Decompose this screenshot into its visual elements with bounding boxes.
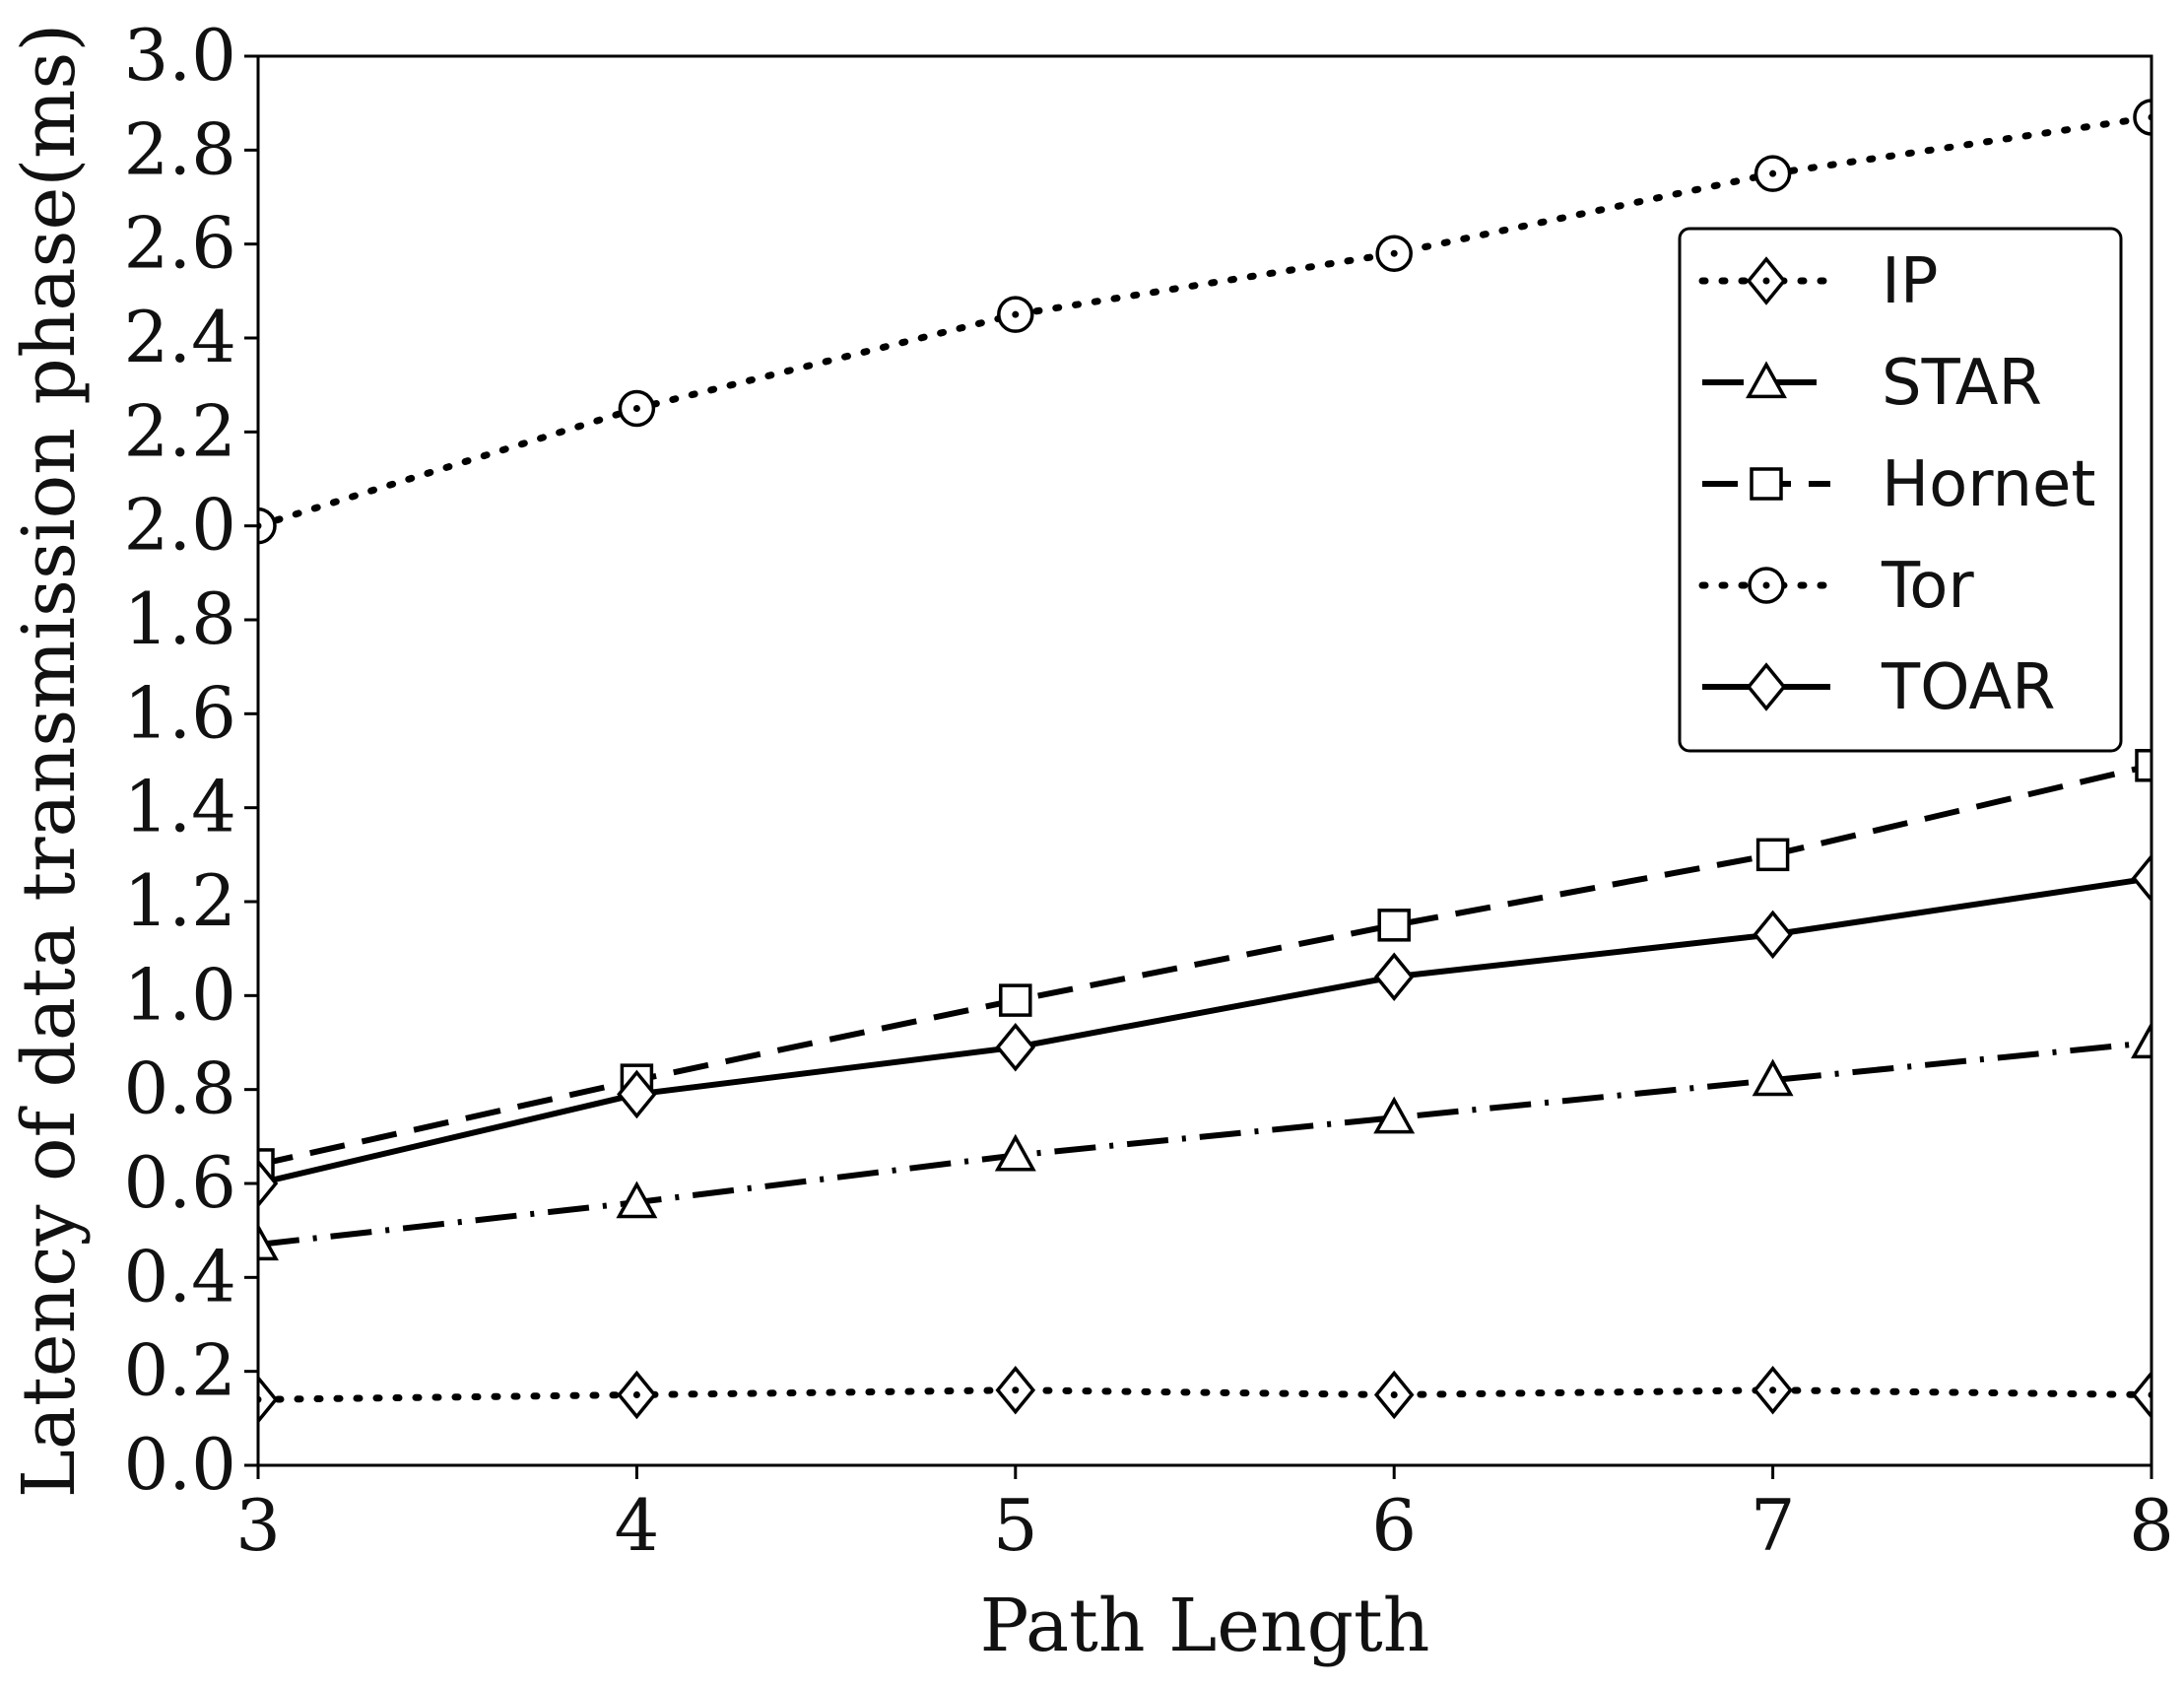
y-tick-label: 0.0 — [123, 1423, 236, 1506]
data-point-star-6 — [1373, 1096, 1416, 1134]
y-tick-label: 0.6 — [123, 1141, 236, 1224]
legend-marker-toar — [1746, 662, 1787, 711]
data-point-ip-4-center — [632, 1391, 640, 1398]
y-tick-label: 0.4 — [123, 1235, 236, 1317]
data-point-toar-5 — [995, 1023, 1036, 1072]
data-point-ip-8 — [2131, 1370, 2151, 1420]
legend-item-star: STAR — [1702, 347, 2042, 420]
x-tick-label: 5 — [993, 1484, 1038, 1567]
data-point-tor-4-center — [632, 405, 640, 412]
x-tick-label: 7 — [1751, 1484, 1796, 1567]
y-tick-label: 2.8 — [123, 107, 236, 190]
data-point-toar-4 — [617, 1069, 657, 1119]
series-line-hornet — [258, 762, 2151, 1168]
legend-item-toar: TOAR — [1702, 651, 2056, 724]
x-tick-label: 8 — [2129, 1484, 2174, 1567]
y-tick-label: 2.0 — [123, 484, 236, 567]
x-tick-label: 4 — [614, 1484, 659, 1567]
data-point-hornet-6 — [1377, 909, 1411, 942]
plot-frame — [256, 54, 2153, 1467]
x-tick-label: 3 — [235, 1484, 281, 1567]
series-star — [258, 1021, 2151, 1261]
data-point-tor-8 — [2133, 99, 2151, 136]
y-tick-label: 2.6 — [123, 202, 236, 285]
series-line-toar — [258, 875, 2151, 1186]
legend-item-tor: Tor — [1698, 550, 1974, 623]
legend-item-hornet: Hornet — [1702, 448, 2096, 521]
legend-label-ip: IP — [1882, 245, 1938, 318]
data-point-tor-6-center — [1390, 249, 1398, 257]
data-point-toar-7 — [1753, 910, 1793, 960]
y-tick-label: 0.2 — [123, 1329, 236, 1412]
y-axis: 0.0 0.2 0.4 0.6 0.8 1.0 1.2 1.4 1.6 1.8 2.0 2.2 2.4 2… — [123, 14, 258, 1506]
data-point-ip-6-center — [1390, 1391, 1398, 1398]
data-point-ip-5-center — [1012, 1386, 1020, 1394]
y-tick-label: 3.0 — [123, 14, 236, 97]
y-tick-label: 2.4 — [123, 296, 236, 378]
series-line-star — [258, 1040, 2151, 1248]
legend-marker-hornet — [1750, 467, 1783, 501]
legend-label-toar: TOAR — [1881, 651, 2056, 724]
series-line-ip — [258, 1386, 2151, 1403]
legend-box — [1678, 227, 2123, 753]
data-point-tor-3 — [258, 506, 277, 545]
legend-label-hornet: Hornet — [1882, 448, 2096, 521]
y-tick-label: 1.6 — [123, 671, 236, 754]
legend-marker-tor-center — [1762, 581, 1770, 589]
y-tick-label: 2.2 — [123, 389, 236, 472]
data-point-star-4 — [616, 1181, 658, 1219]
data-point-ip-3 — [258, 1375, 279, 1425]
y-tick-label: 1.8 — [123, 577, 236, 660]
data-point-tor-7-center — [1769, 169, 1777, 177]
legend-label-tor: Tor — [1881, 550, 1974, 623]
data-point-hornet-5 — [999, 983, 1032, 1017]
x-axis-title: Path Length — [980, 1584, 1430, 1668]
series-toar — [258, 853, 2151, 1208]
legend: IP STAR Hornet Tor TOAR — [1678, 227, 2123, 753]
data-point-toar-3 — [258, 1159, 279, 1208]
x-tick-label: 6 — [1371, 1484, 1417, 1567]
legend-item-ip: IP — [1698, 245, 1938, 318]
data-point-star-5 — [994, 1133, 1036, 1172]
data-point-toar-8 — [2131, 853, 2151, 903]
legend-label-star: STAR — [1882, 347, 2042, 420]
y-tick-label: 0.8 — [123, 1047, 236, 1130]
legend-marker-star — [1746, 361, 1787, 399]
series-line-tor — [258, 113, 2151, 530]
data-point-tor-5-center — [1012, 310, 1020, 318]
y-tick-label: 1.0 — [123, 953, 236, 1036]
series-layer — [258, 99, 2151, 1425]
legend-marker-ip-center — [1762, 277, 1770, 285]
data-point-star-7 — [1752, 1058, 1794, 1097]
series-hornet — [258, 749, 2151, 1182]
y-tick-label: 1.2 — [123, 859, 236, 942]
data-point-toar-6 — [1373, 952, 1415, 1002]
y-tick-label: 1.4 — [123, 766, 236, 848]
x-axis: 3 4 5 6 7 8 — [235, 1465, 2174, 1567]
data-point-star-3 — [258, 1223, 279, 1261]
series-ip — [258, 1365, 2151, 1425]
data-point-ip-7-center — [1769, 1386, 1777, 1394]
y-axis-title: Latency of data transmission phase(ms) — [7, 24, 92, 1498]
series-tor — [258, 99, 2151, 545]
data-point-hornet-8 — [2135, 749, 2151, 782]
data-point-hornet-7 — [1755, 838, 1790, 872]
data-point-star-8 — [2131, 1021, 2151, 1059]
